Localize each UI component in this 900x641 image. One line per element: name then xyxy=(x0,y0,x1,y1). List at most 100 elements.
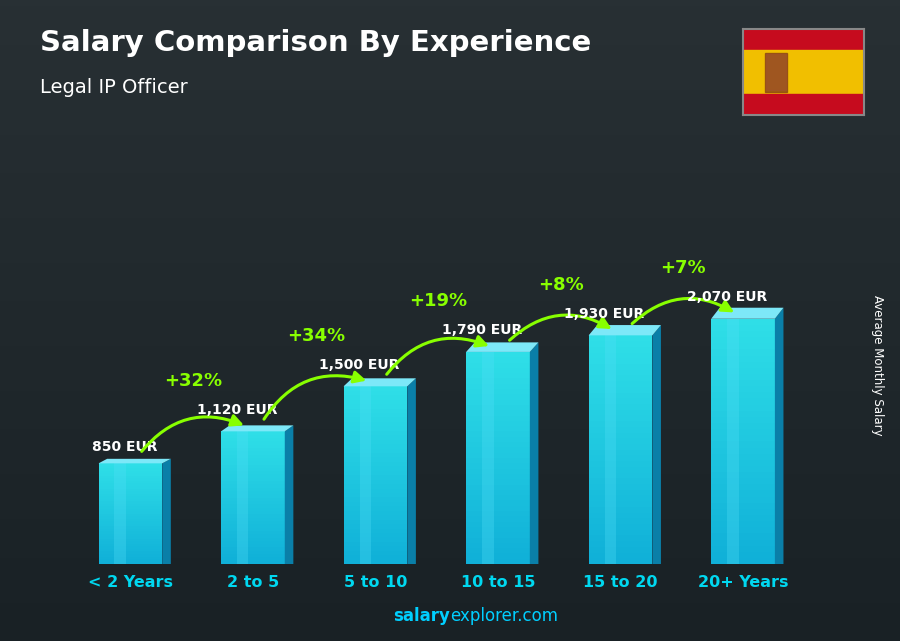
Bar xyxy=(711,331,775,337)
Bar xyxy=(221,481,284,485)
Bar xyxy=(344,537,408,542)
Bar xyxy=(466,384,530,389)
Bar xyxy=(589,484,652,490)
Bar xyxy=(765,53,787,92)
Bar xyxy=(344,399,408,404)
Bar xyxy=(221,497,284,501)
Bar xyxy=(466,378,530,384)
Bar xyxy=(466,373,530,378)
Bar xyxy=(344,422,408,426)
Bar xyxy=(344,520,408,524)
Bar xyxy=(466,447,530,453)
Text: 1,930 EUR: 1,930 EUR xyxy=(564,306,644,320)
Text: 1,790 EUR: 1,790 EUR xyxy=(442,323,522,337)
Bar xyxy=(344,417,408,422)
Bar xyxy=(589,529,652,535)
Bar xyxy=(466,532,530,538)
Bar xyxy=(589,535,652,541)
Bar xyxy=(589,433,652,438)
Bar xyxy=(359,387,371,564)
Bar xyxy=(466,442,530,447)
Bar xyxy=(344,497,408,502)
Bar xyxy=(221,538,284,541)
Bar xyxy=(344,555,408,560)
Bar xyxy=(711,337,775,344)
Bar xyxy=(344,551,408,555)
Bar xyxy=(589,553,652,558)
Bar xyxy=(742,94,864,115)
Bar xyxy=(221,531,284,534)
Polygon shape xyxy=(775,308,784,564)
Bar xyxy=(98,466,162,469)
Bar xyxy=(344,453,408,458)
Bar xyxy=(98,474,162,476)
Bar xyxy=(221,485,284,488)
Bar xyxy=(98,511,162,513)
Bar xyxy=(221,561,284,564)
Text: +19%: +19% xyxy=(410,292,467,310)
Bar xyxy=(466,437,530,442)
Bar xyxy=(742,29,864,51)
Bar xyxy=(98,478,162,481)
Bar xyxy=(221,448,284,451)
Bar xyxy=(221,528,284,531)
Bar xyxy=(344,479,408,484)
Bar xyxy=(98,549,162,551)
Bar xyxy=(344,449,408,453)
Bar xyxy=(589,524,652,529)
Bar xyxy=(344,413,408,417)
Bar xyxy=(589,376,652,381)
Bar xyxy=(221,471,284,474)
Bar xyxy=(221,511,284,514)
Bar xyxy=(466,553,530,559)
Bar xyxy=(344,466,408,470)
Bar xyxy=(98,542,162,544)
Bar xyxy=(98,551,162,554)
Bar xyxy=(237,431,248,564)
Polygon shape xyxy=(589,325,661,335)
Bar xyxy=(221,435,284,438)
Bar xyxy=(98,554,162,556)
Bar xyxy=(221,465,284,468)
Bar xyxy=(98,499,162,501)
Bar xyxy=(711,478,775,485)
Bar xyxy=(589,461,652,467)
Bar xyxy=(589,353,652,358)
Bar xyxy=(711,411,775,417)
Text: 850 EUR: 850 EUR xyxy=(92,440,158,454)
Bar xyxy=(98,537,162,539)
Bar xyxy=(221,451,284,454)
Bar xyxy=(344,475,408,479)
Bar xyxy=(589,335,652,341)
Bar xyxy=(466,501,530,506)
Bar xyxy=(589,450,652,456)
Bar xyxy=(589,427,652,433)
Bar xyxy=(711,528,775,533)
Bar xyxy=(221,488,284,491)
Bar xyxy=(711,447,775,454)
Bar xyxy=(344,458,408,462)
Bar xyxy=(221,462,284,465)
Bar xyxy=(344,444,408,449)
Bar xyxy=(221,551,284,554)
Bar xyxy=(98,562,162,564)
Bar xyxy=(711,356,775,362)
Text: Salary Comparison By Experience: Salary Comparison By Experience xyxy=(40,29,592,57)
Bar xyxy=(344,515,408,520)
Bar xyxy=(98,529,162,531)
Bar xyxy=(466,485,530,490)
Bar xyxy=(711,509,775,515)
Bar xyxy=(589,467,652,472)
Bar xyxy=(711,435,775,442)
Bar xyxy=(466,522,530,527)
Bar xyxy=(98,516,162,519)
Bar xyxy=(221,478,284,481)
Bar xyxy=(98,486,162,488)
Bar xyxy=(711,423,775,429)
Bar xyxy=(711,466,775,472)
Bar xyxy=(98,513,162,516)
Bar xyxy=(589,370,652,376)
Text: 1,500 EUR: 1,500 EUR xyxy=(320,358,400,372)
Bar xyxy=(98,509,162,511)
Bar xyxy=(221,514,284,518)
